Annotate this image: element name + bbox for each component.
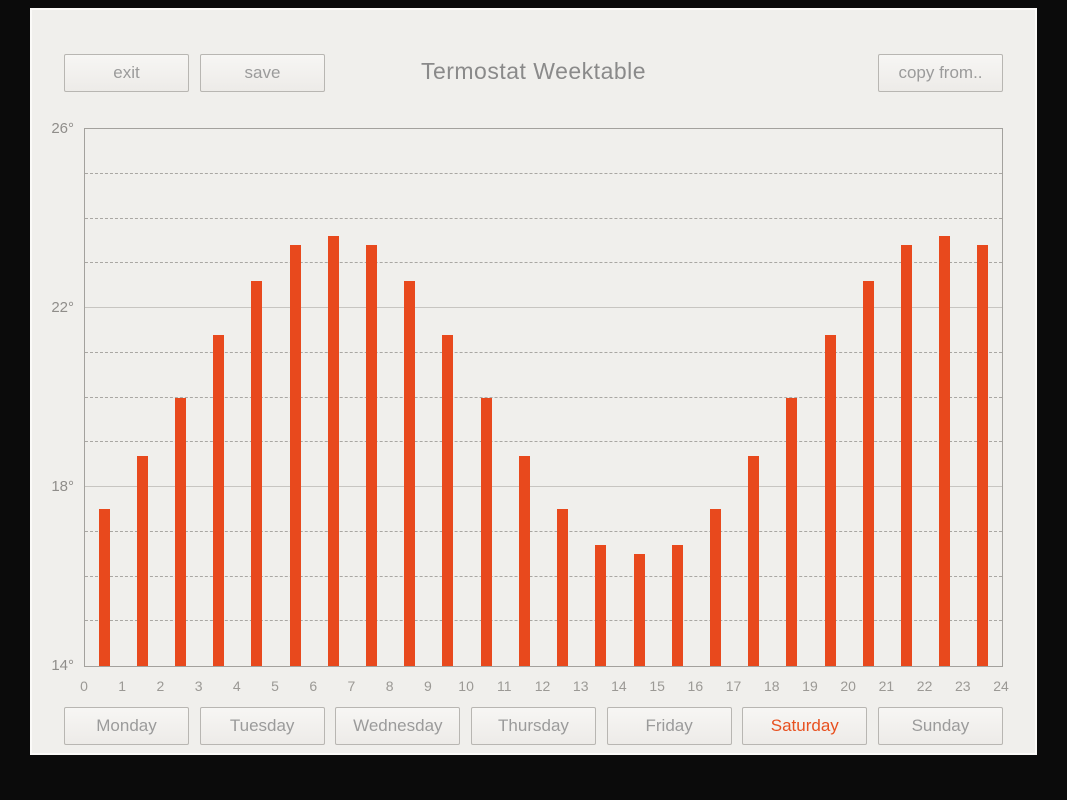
bar-hour-15[interactable] [671, 545, 683, 666]
x-tick-label-0: 0 [80, 678, 88, 694]
bar-hour-23[interactable] [977, 245, 989, 666]
bar-hour-1[interactable] [136, 455, 148, 666]
thermostat-panel: exit save Termostat Weektable copy from.… [30, 8, 1037, 755]
x-tick-label-2: 2 [156, 678, 165, 694]
x-tick-label-5: 5 [271, 678, 279, 694]
bar-hour-5[interactable] [289, 245, 301, 666]
gridline-23 [85, 262, 1002, 264]
bar-hour-13[interactable] [595, 545, 607, 666]
bar-hour-22[interactable] [939, 236, 951, 666]
y-tick-label-14: 14° [51, 657, 74, 675]
bar-hour-3[interactable] [213, 334, 225, 666]
x-tick-label-6: 6 [309, 678, 318, 694]
x-tick-label-8: 8 [385, 678, 394, 694]
gridline-17 [85, 530, 1002, 532]
x-tick-label-13: 13 [572, 678, 589, 694]
x-tick-label-22: 22 [916, 678, 933, 694]
x-tick-label-12: 12 [534, 678, 551, 694]
x-tick-label-20: 20 [840, 678, 856, 694]
gridline-21 [85, 351, 1002, 353]
bar-hour-0[interactable] [98, 509, 110, 666]
bar-hour-14[interactable] [633, 554, 645, 666]
day-tab-friday[interactable]: Friday [606, 707, 732, 745]
gridline-15 [85, 620, 1002, 622]
copy-from-button[interactable]: copy from.. [878, 54, 1003, 92]
gridline-19 [85, 441, 1002, 443]
day-tab-tuesday[interactable]: Tuesday [199, 707, 325, 745]
bar-hour-19[interactable] [824, 334, 836, 666]
x-tick-label-21: 21 [878, 678, 895, 694]
y-tick-label-26: 26° [51, 120, 74, 138]
x-tick-label-18: 18 [763, 678, 780, 694]
x-tick-label-16: 16 [687, 678, 704, 694]
x-tick-label-19: 19 [802, 678, 818, 694]
bar-hour-4[interactable] [251, 281, 263, 666]
x-tick-label-14: 14 [611, 678, 627, 694]
gridline-16 [85, 575, 1002, 577]
bar-hour-16[interactable] [709, 509, 721, 666]
bar-hour-17[interactable] [748, 455, 760, 666]
x-tick-label-23: 23 [954, 678, 971, 694]
x-tick-label-17: 17 [725, 678, 742, 694]
page-title: Termostat Weektable [420, 58, 647, 84]
x-tick-label-10: 10 [458, 678, 474, 694]
day-tab-sunday[interactable]: Sunday [877, 707, 1003, 745]
gridline-18 [85, 486, 1002, 487]
bar-hour-9[interactable] [442, 334, 454, 666]
bar-hour-11[interactable] [518, 455, 530, 666]
x-tick-label-11: 11 [497, 678, 512, 694]
day-tab-wednesday[interactable]: Wednesday [335, 707, 461, 745]
x-axis-labels: 0 1 2 3 4 5 6 7 8 9 10 11 12 13 14 15 16 17 18 19 20 21 22 23 24 [80, 672, 1009, 694]
day-tabs: Monday Tuesday Wednesday Thursday Friday Satu… [64, 707, 1003, 745]
gridline-20 [85, 396, 1002, 398]
bar-hour-7[interactable] [366, 245, 378, 666]
day-tab-thursday[interactable]: Thursday [470, 707, 596, 745]
x-tick-label-1: 1 [118, 678, 127, 694]
x-tick-label-7: 7 [347, 678, 356, 694]
x-tick-label-3: 3 [194, 678, 203, 694]
bar-hour-6[interactable] [327, 236, 339, 666]
save-button[interactable]: save [200, 54, 325, 92]
exit-button[interactable]: exit [64, 54, 189, 92]
day-tab-monday[interactable]: Monday [64, 707, 189, 745]
gridline-25 [85, 172, 1002, 174]
x-tick-label-4: 4 [232, 678, 241, 694]
x-tick-label-9: 9 [423, 678, 432, 694]
y-axis-labels: 14° 18° 22° 26° [32, 120, 79, 674]
bar-hour-18[interactable] [786, 397, 798, 666]
y-tick-label-22: 22° [51, 299, 74, 317]
plot-area [84, 128, 1003, 667]
bar-hour-10[interactable] [480, 397, 492, 666]
day-tab-saturday[interactable]: Saturday [742, 707, 868, 745]
gridline-22 [85, 307, 1002, 308]
bar-hour-20[interactable] [862, 281, 874, 666]
gridline-24 [85, 217, 1002, 219]
y-tick-label-18: 18° [51, 478, 74, 496]
bar-hour-2[interactable] [175, 397, 187, 666]
bar-hour-21[interactable] [900, 245, 912, 666]
bar-hour-8[interactable] [404, 281, 416, 666]
bar-hour-12[interactable] [557, 509, 569, 666]
x-tick-label-24: 24 [993, 678, 1009, 694]
x-tick-label-15: 15 [649, 678, 665, 694]
